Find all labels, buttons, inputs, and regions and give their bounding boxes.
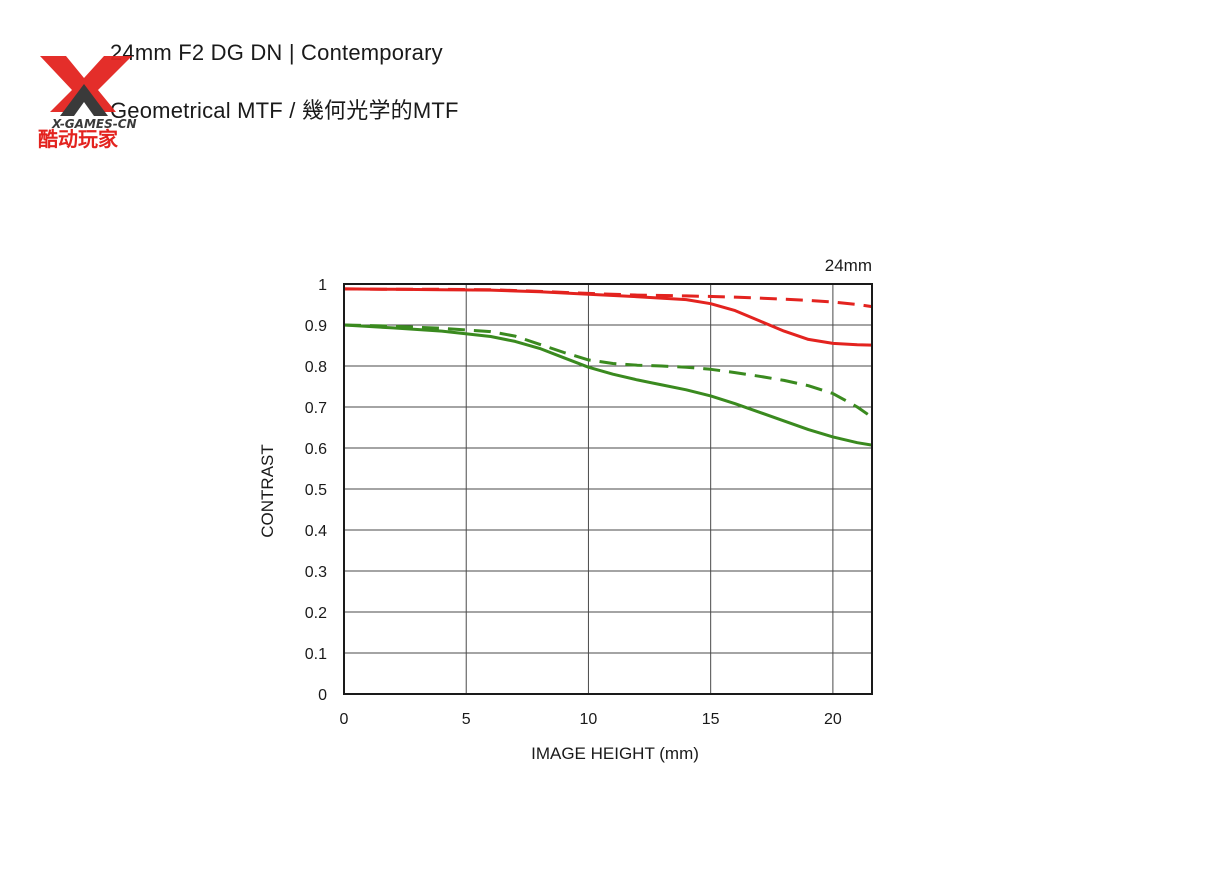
y-tick-label: 0.7 [305,400,327,417]
green-dashed-series-line [343,323,873,419]
x-tick-label: 15 [702,711,720,728]
page-subtitle: Geometrical MTF / 幾何光学的MTF [110,98,459,123]
logo-text-top: X-GAMES-CN [51,117,137,131]
plot-frame [343,283,873,695]
y-tick-label: 0.3 [305,564,327,581]
y-tick-label: 0.6 [305,441,327,458]
y-tick-label: 0.8 [305,359,327,376]
logo-text-bottom: 酷动玩家 [38,127,119,150]
x-tick-label: 0 [340,711,349,728]
y-tick-label: 0.1 [305,646,327,663]
x-axis-label: IMAGE HEIGHT (mm) [531,744,699,763]
y-tick-label: 0.9 [305,318,327,335]
y-tick-label: 1 [318,277,327,294]
x-tick-label: 20 [824,711,842,728]
y-tick-label: 0.5 [305,482,327,499]
y-axis-label: CONTRAST [258,444,277,538]
y-tick-label: 0.4 [305,523,327,540]
red-dashed-series-line [343,287,873,309]
watermark-logo: X-GAMES-CN 酷动玩家 [38,56,137,150]
green-solid-series-line [343,323,873,447]
chart-annotation: 24mm [825,256,872,275]
y-tick-label: 0.2 [305,605,327,622]
y-tick-label: 0 [318,687,327,704]
x-tick-label: 5 [462,711,471,728]
page-title: 24mm F2 DG DN | Contemporary [110,40,443,65]
x-tick-label: 10 [580,711,598,728]
red-solid-series-line [343,287,873,347]
